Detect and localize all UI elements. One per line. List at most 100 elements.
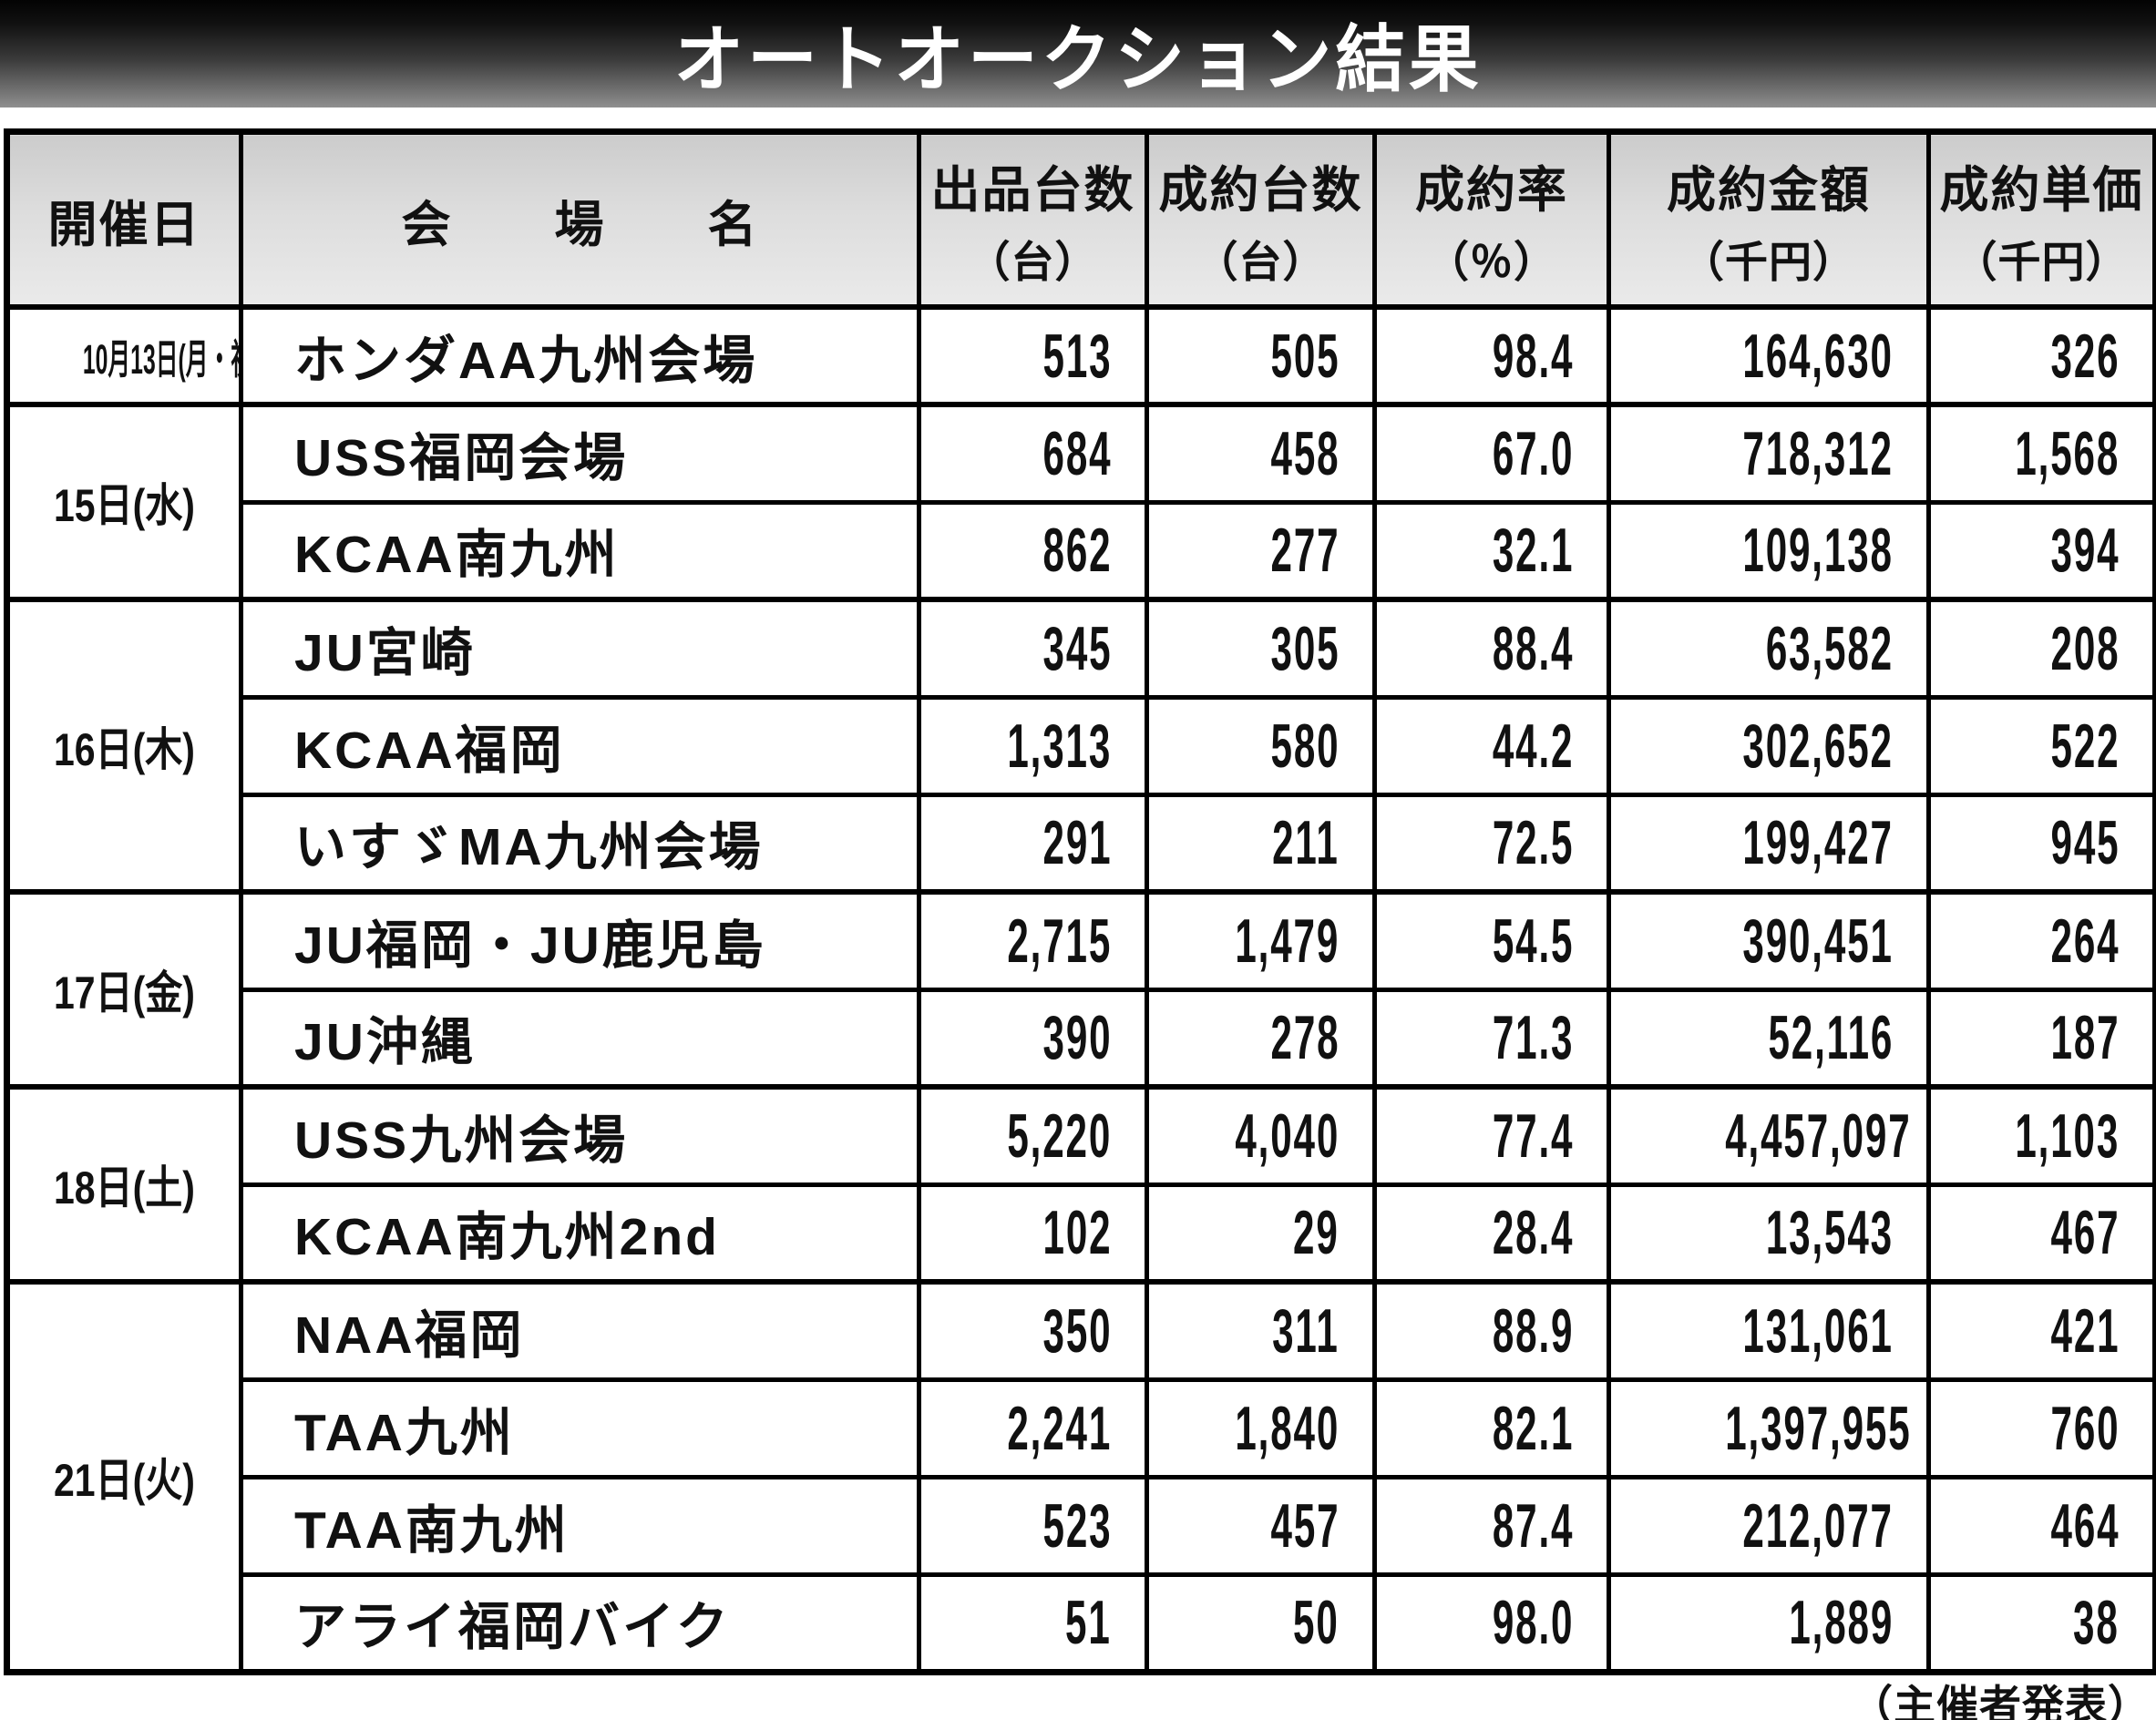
rate-cell: 32.1 xyxy=(1372,500,1611,602)
unit-price-cell: 760 xyxy=(1926,1377,2156,1479)
rate-cell: 87.4 xyxy=(1372,1475,1611,1577)
amount-cell: 164,630 xyxy=(1607,304,1931,407)
title-banner: オートオークション結果 xyxy=(0,0,2156,108)
col-header-venue-label: 会 場 名 xyxy=(401,197,759,252)
venue-cell: TAA九州 xyxy=(239,1377,921,1479)
unit-price-cell: 187 xyxy=(1926,988,2156,1090)
auction-results-table: 開催日 会 場 名 出品台数 （台） 成約台数 （台） 成約率 （％） 成約金額 （千円… xyxy=(4,128,2156,1675)
venue-cell: いすゞMA九州会場 xyxy=(239,793,921,895)
table-row: TAA九州 2,241 1,840 82.1 1,397,955 760 xyxy=(7,1377,2156,1479)
table-row: 17日(金) JU福岡・JU鹿児島 2,715 1,479 54.5 390,4… xyxy=(5,889,2156,1090)
table-row: アライ福岡バイク 51 50 98.0 1,889 38 xyxy=(7,1572,2156,1674)
col-header-amount: 成約金額 （千円） xyxy=(1607,129,1931,310)
sold-count-cell: 505 xyxy=(1145,304,1377,407)
col-header-listed: 出品台数 （台） xyxy=(917,129,1149,310)
col-header-amount-unit: （千円） xyxy=(1681,238,1856,286)
date-cell: 21日(火) xyxy=(5,1279,243,1674)
table-row: 15日(水) USS福岡会場 684 458 67.0 718,312 1,56… xyxy=(5,402,2156,602)
unit-price-cell: 421 xyxy=(1926,1279,2156,1382)
sold-count-cell: 4,040 xyxy=(1145,1084,1377,1187)
sold-count-cell: 211 xyxy=(1145,793,1377,895)
amount-cell: 4,457,097 xyxy=(1607,1084,1931,1187)
rate-cell: 98.4 xyxy=(1372,304,1611,407)
rate-cell: 72.5 xyxy=(1372,793,1611,895)
sold-count-cell: 458 xyxy=(1145,402,1377,505)
amount-cell: 1,397,955 xyxy=(1607,1377,1931,1479)
listed-count-cell: 345 xyxy=(917,597,1149,700)
unit-price-cell: 394 xyxy=(1926,500,2156,602)
table-row: 21日(火) NAA福岡 350 311 88.9 131,061 421 xyxy=(5,1279,2156,1674)
listed-count-cell: 1,313 xyxy=(917,695,1149,797)
sold-count-cell: 305 xyxy=(1145,597,1377,700)
table-row: KCAA南九州2nd 102 29 28.4 13,543 467 xyxy=(7,1182,2156,1285)
col-header-listed-unit: （台） xyxy=(967,238,1099,286)
header-row: 開催日 会 場 名 出品台数 （台） 成約台数 （台） 成約率 （％） 成約金額 （千円… xyxy=(5,129,2156,310)
amount-cell: 390,451 xyxy=(1607,889,1931,992)
table-row: JU沖縄 390 278 71.3 52,116 187 xyxy=(7,988,2156,1090)
amount-cell: 131,061 xyxy=(1607,1279,1931,1382)
date-cell: 10月13日(月・祝) xyxy=(5,304,243,407)
venue-cell: ホンダAA九州会場 xyxy=(239,304,921,407)
listed-count-cell: 390 xyxy=(917,988,1149,1090)
listed-count-cell: 2,715 xyxy=(917,889,1149,992)
date-cell: 16日(木) xyxy=(5,597,243,895)
rate-cell: 54.5 xyxy=(1372,889,1611,992)
unit-price-cell: 38 xyxy=(1926,1572,2156,1674)
rate-cell: 77.4 xyxy=(1372,1084,1611,1187)
table-row: TAA南九州 523 457 87.4 212,077 464 xyxy=(7,1475,2156,1577)
amount-cell: 199,427 xyxy=(1607,793,1931,895)
date-cell: 18日(土) xyxy=(5,1084,243,1285)
sold-count-cell: 278 xyxy=(1145,988,1377,1090)
venue-cell: JU福岡・JU鹿児島 xyxy=(239,889,921,992)
rate-cell: 98.0 xyxy=(1372,1572,1611,1674)
amount-cell: 13,543 xyxy=(1607,1182,1931,1285)
venue-cell: JU宮崎 xyxy=(239,597,921,700)
amount-cell: 718,312 xyxy=(1607,402,1931,505)
sold-count-cell: 50 xyxy=(1145,1572,1377,1674)
venue-cell: USS九州会場 xyxy=(239,1084,921,1187)
unit-price-cell: 464 xyxy=(1926,1475,2156,1577)
unit-price-cell: 326 xyxy=(1926,304,2156,407)
listed-count-cell: 350 xyxy=(917,1279,1149,1382)
unit-price-cell: 264 xyxy=(1926,889,2156,992)
venue-cell: アライ福岡バイク xyxy=(239,1572,921,1674)
col-header-date-label: 開催日 xyxy=(47,197,201,252)
table-row: 16日(木) JU宮崎 345 305 88.4 63,582 208 xyxy=(5,597,2156,895)
listed-count-cell: 513 xyxy=(917,304,1149,407)
venue-cell: JU沖縄 xyxy=(239,988,921,1090)
venue-cell: KCAA福岡 xyxy=(239,695,921,797)
listed-count-cell: 102 xyxy=(917,1182,1149,1285)
date-cell: 15日(水) xyxy=(5,402,243,602)
col-header-unit-price: 成約単価 （千円） xyxy=(1926,129,2156,310)
amount-cell: 52,116 xyxy=(1607,988,1931,1090)
sold-count-cell: 457 xyxy=(1145,1475,1377,1577)
unit-price-cell: 1,568 xyxy=(1926,402,2156,505)
unit-price-cell: 208 xyxy=(1926,597,2156,700)
col-header-sold: 成約台数 （台） xyxy=(1145,129,1377,310)
col-header-venue: 会 場 名 xyxy=(239,129,921,310)
rate-cell: 82.1 xyxy=(1372,1377,1611,1479)
venue-cell: KCAA南九州2nd xyxy=(239,1182,921,1285)
venue-cell: TAA南九州 xyxy=(239,1475,921,1577)
sold-count-cell: 1,479 xyxy=(1145,889,1377,992)
venue-cell: KCAA南九州 xyxy=(239,500,921,602)
unit-price-cell: 522 xyxy=(1926,695,2156,797)
date-cell: 17日(金) xyxy=(5,889,243,1090)
venue-cell: USS福岡会場 xyxy=(239,402,921,505)
unit-price-cell: 945 xyxy=(1926,793,2156,895)
listed-count-cell: 291 xyxy=(917,793,1149,895)
listed-count-cell: 523 xyxy=(917,1475,1149,1577)
amount-cell: 212,077 xyxy=(1607,1475,1931,1577)
page-title: オートオークション結果 xyxy=(673,19,1483,100)
unit-price-cell: 1,103 xyxy=(1926,1084,2156,1187)
sold-count-cell: 29 xyxy=(1145,1182,1377,1285)
listed-count-cell: 862 xyxy=(917,500,1149,602)
rate-cell: 88.4 xyxy=(1372,597,1611,700)
rate-cell: 44.2 xyxy=(1372,695,1611,797)
amount-cell: 302,652 xyxy=(1607,695,1931,797)
source-note: （主催者発表） xyxy=(1851,1682,2151,1720)
amount-cell: 63,582 xyxy=(1607,597,1931,700)
col-header-sold-unit: （台） xyxy=(1195,238,1327,286)
amount-cell: 1,889 xyxy=(1607,1572,1931,1674)
